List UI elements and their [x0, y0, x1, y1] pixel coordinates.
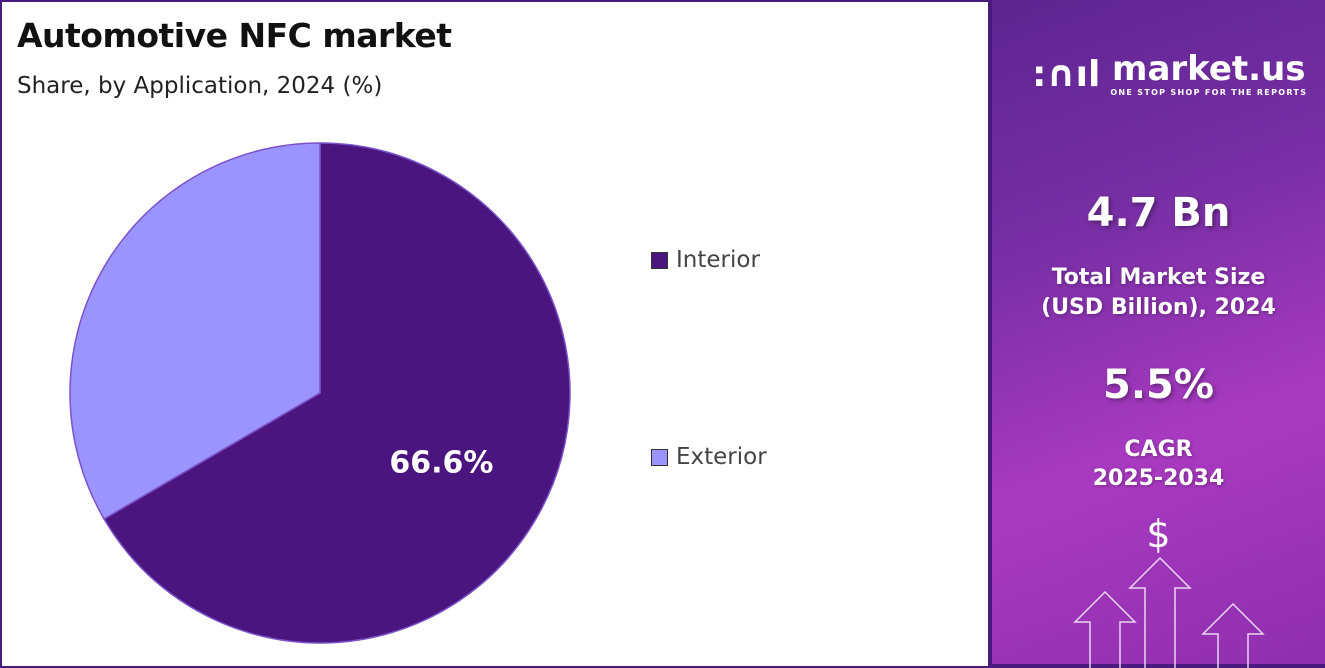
legend-label: Exterior — [676, 444, 767, 470]
legend-label: Interior — [676, 247, 760, 273]
legend-item-exterior: Exterior — [651, 444, 767, 470]
market-size-label: Total Market Size — [1051, 265, 1266, 290]
logo-icon: :∩ıl — [1032, 54, 1101, 95]
cagr-label: CAGR — [1124, 437, 1193, 462]
dollar-icon: $ — [1146, 512, 1171, 556]
summary-panel: :∩ıl market.us ONE STOP SHOP FOR THE REP… — [988, 0, 1325, 668]
legend-item-interior: Interior — [651, 247, 760, 273]
market-size-label-2: (USD Billion), 2024 — [1041, 295, 1276, 320]
cagr-value: 5.5% — [1103, 362, 1214, 408]
chart-subtitle: Share, by Application, 2024 (%) — [17, 73, 383, 99]
chart-title: Automotive NFC market — [17, 16, 452, 55]
logo-tagline: ONE STOP SHOP FOR THE REPORTS — [1110, 88, 1308, 97]
pie-slice-interior — [102, 142, 571, 644]
legend-swatch — [651, 251, 668, 269]
logo-name: market.us — [1112, 49, 1306, 89]
data-label: 66.6% — [389, 446, 493, 481]
pie-chart: 66.6% — [69, 142, 571, 644]
market-size-value: 4.7 Bn — [1086, 190, 1231, 236]
pie-slice-exterior — [69, 142, 321, 520]
logo: :∩ıl market.us ONE STOP SHOP FOR THE REP… — [1032, 52, 1307, 97]
cagr-period: 2025-2034 — [1092, 466, 1225, 491]
growth-arrows-icon — [1073, 556, 1265, 668]
legend-swatch — [651, 448, 668, 466]
